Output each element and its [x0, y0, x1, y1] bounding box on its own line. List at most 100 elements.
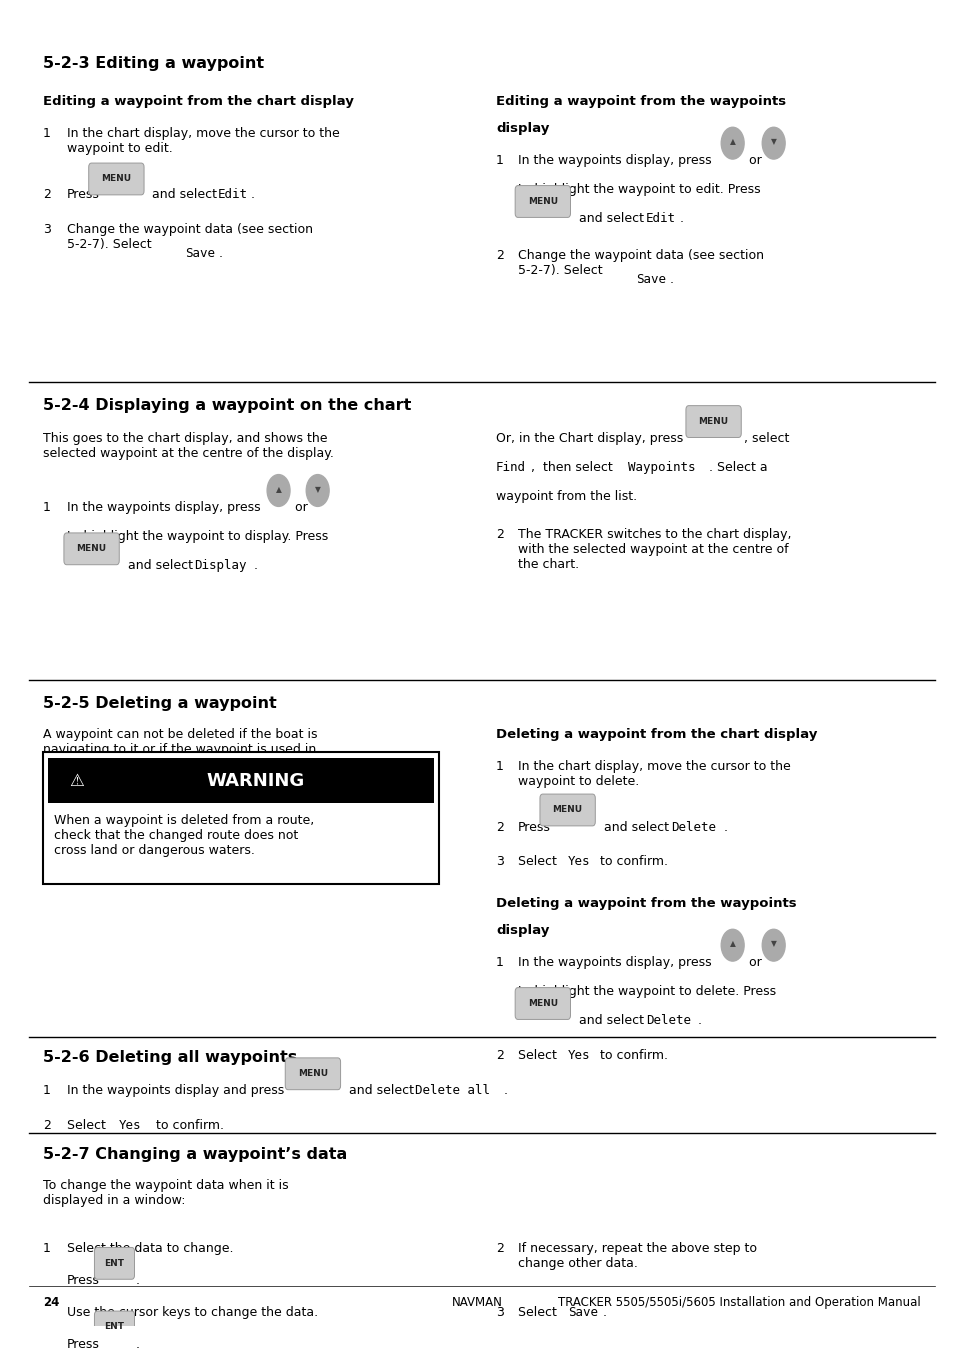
- Text: 3: 3: [496, 1306, 503, 1318]
- Text: 5-2-4 Displaying a waypoint on the chart: 5-2-4 Displaying a waypoint on the chart: [43, 398, 411, 412]
- Text: ENT: ENT: [105, 1322, 124, 1332]
- Text: 1: 1: [496, 760, 503, 772]
- Text: to highlight the waypoint to delete. Press: to highlight the waypoint to delete. Pre…: [517, 985, 776, 998]
- Text: Change the waypoint data (see section
5-2-7). Select: Change the waypoint data (see section 5-…: [517, 249, 763, 278]
- Text: 1: 1: [43, 1242, 51, 1255]
- Text: 5-2-5 Deleting a waypoint: 5-2-5 Deleting a waypoint: [43, 696, 276, 710]
- Text: .: .: [503, 1084, 507, 1097]
- Text: waypoint from the list.: waypoint from the list.: [496, 491, 637, 504]
- Text: NAVMAN: NAVMAN: [451, 1297, 502, 1309]
- Circle shape: [761, 127, 784, 159]
- Text: Select the data to change.: Select the data to change.: [67, 1242, 233, 1255]
- Text: Editing a waypoint from the waypoints: Editing a waypoint from the waypoints: [496, 96, 785, 108]
- Text: Select: Select: [517, 1306, 560, 1318]
- Text: ENT: ENT: [105, 1259, 124, 1268]
- Text: Find: Find: [496, 461, 525, 474]
- Text: MENU: MENU: [527, 197, 558, 206]
- Text: or: or: [744, 154, 761, 167]
- Text: 1: 1: [496, 956, 503, 969]
- Text: 2: 2: [496, 249, 503, 263]
- Text: Delete all: Delete all: [415, 1084, 490, 1097]
- FancyBboxPatch shape: [64, 532, 119, 565]
- Text: Deleting a waypoint from the waypoints: Deleting a waypoint from the waypoints: [496, 898, 796, 910]
- Text: to confirm.: to confirm.: [596, 855, 667, 868]
- FancyBboxPatch shape: [94, 1247, 134, 1279]
- FancyBboxPatch shape: [89, 163, 144, 195]
- Text: Use the cursor keys to change the data.: Use the cursor keys to change the data.: [67, 1306, 317, 1318]
- Text: and select: and select: [124, 559, 197, 573]
- Text: ▼: ▼: [314, 485, 320, 493]
- Text: If necessary, repeat the above step to
change other data.: If necessary, repeat the above step to c…: [517, 1242, 757, 1270]
- Text: In the waypoints display, press: In the waypoints display, press: [67, 501, 260, 514]
- Text: Select: Select: [517, 855, 560, 868]
- Text: MENU: MENU: [297, 1069, 328, 1078]
- Text: 1: 1: [496, 154, 503, 167]
- Text: . Select a: . Select a: [708, 461, 766, 474]
- Text: and select: and select: [575, 212, 648, 225]
- Text: 24: 24: [43, 1297, 59, 1309]
- Text: 3: 3: [496, 855, 503, 868]
- Text: to highlight the waypoint to edit. Press: to highlight the waypoint to edit. Press: [517, 183, 760, 195]
- Circle shape: [720, 127, 743, 159]
- Text: When a waypoint is deleted from a route,
check that the changed route does not
c: When a waypoint is deleted from a route,…: [54, 814, 314, 857]
- Text: to confirm.: to confirm.: [148, 1119, 224, 1132]
- Text: 1: 1: [43, 501, 51, 514]
- Circle shape: [306, 474, 329, 507]
- Text: MENU: MENU: [552, 806, 582, 814]
- Text: The TRACKER switches to the chart display,
with the selected waypoint at the cen: The TRACKER switches to the chart displa…: [517, 527, 791, 570]
- Text: Edit: Edit: [645, 212, 675, 225]
- FancyBboxPatch shape: [94, 1312, 134, 1343]
- Text: display: display: [496, 923, 549, 937]
- Text: or: or: [744, 956, 761, 969]
- Text: ▲: ▲: [729, 940, 735, 949]
- Text: display: display: [496, 121, 549, 135]
- Bar: [43, 752, 438, 884]
- Text: Save: Save: [185, 247, 214, 260]
- Circle shape: [720, 929, 743, 961]
- Text: Delete: Delete: [645, 1014, 690, 1027]
- Text: 5-2-7 Changing a waypoint’s data: 5-2-7 Changing a waypoint’s data: [43, 1147, 347, 1162]
- FancyBboxPatch shape: [539, 794, 595, 826]
- Text: Save: Save: [567, 1306, 597, 1318]
- Text: 1: 1: [43, 1084, 51, 1097]
- Text: and select: and select: [575, 1014, 648, 1027]
- Text: Waypoints: Waypoints: [627, 461, 695, 474]
- Text: To change the waypoint data when it is
displayed in a window:: To change the waypoint data when it is d…: [43, 1178, 288, 1206]
- Text: .: .: [253, 559, 257, 573]
- Text: .: .: [135, 1337, 139, 1348]
- Text: Select: Select: [517, 1049, 560, 1062]
- Text: Display: Display: [193, 559, 246, 573]
- Circle shape: [761, 929, 784, 961]
- Text: In the chart display, move the cursor to the
waypoint to delete.: In the chart display, move the cursor to…: [517, 760, 790, 787]
- Text: .: .: [602, 1306, 606, 1318]
- Text: or: or: [291, 501, 308, 514]
- Text: Yes: Yes: [118, 1119, 141, 1132]
- FancyBboxPatch shape: [285, 1058, 340, 1089]
- Text: Yes: Yes: [567, 855, 590, 868]
- Text: Deleting a waypoint from the chart display: Deleting a waypoint from the chart displ…: [496, 728, 817, 741]
- Text: MENU: MENU: [698, 417, 728, 426]
- Text: ▼: ▼: [770, 137, 776, 147]
- Text: In the chart display, move the cursor to the
waypoint to edit.: In the chart display, move the cursor to…: [67, 127, 339, 155]
- Text: MENU: MENU: [76, 545, 107, 553]
- Text: ,  then select: , then select: [531, 461, 617, 474]
- Text: Editing a waypoint from the chart display: Editing a waypoint from the chart displa…: [43, 96, 354, 108]
- Text: ▲: ▲: [729, 137, 735, 147]
- Text: 5-2-6 Deleting all waypoints: 5-2-6 Deleting all waypoints: [43, 1050, 297, 1065]
- Text: In the waypoints display, press: In the waypoints display, press: [517, 956, 711, 969]
- Text: .: .: [251, 189, 254, 201]
- Text: and select: and select: [599, 821, 673, 833]
- Text: ▼: ▼: [770, 940, 776, 949]
- Circle shape: [267, 474, 290, 507]
- FancyBboxPatch shape: [515, 988, 570, 1019]
- Text: .: .: [218, 247, 222, 260]
- Text: .: .: [135, 1274, 139, 1287]
- Text: WARNING: WARNING: [206, 772, 304, 790]
- Text: 2: 2: [496, 821, 503, 833]
- Text: , select: , select: [743, 433, 789, 445]
- Text: 2: 2: [43, 1119, 51, 1132]
- Text: Change the waypoint data (see section
5-2-7). Select: Change the waypoint data (see section 5-…: [67, 222, 313, 251]
- Text: 5-2-3 Editing a waypoint: 5-2-3 Editing a waypoint: [43, 55, 264, 70]
- Text: and select: and select: [345, 1084, 418, 1097]
- Text: Or, in the Chart display, press: Or, in the Chart display, press: [496, 433, 682, 445]
